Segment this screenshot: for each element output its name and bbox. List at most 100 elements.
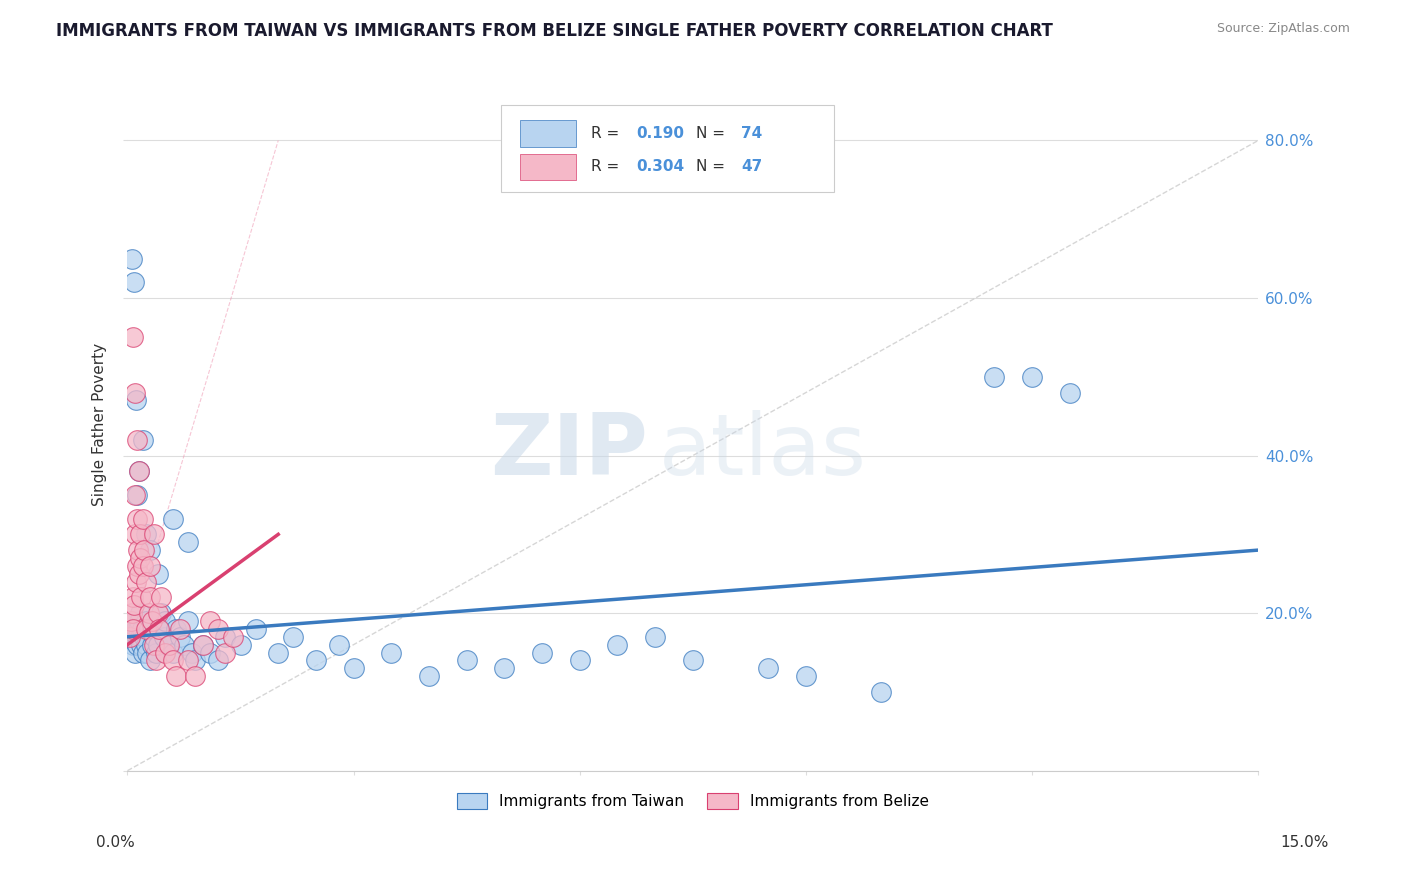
Point bbox=[142, 630, 165, 644]
Point bbox=[568, 653, 591, 667]
Point bbox=[128, 566, 150, 581]
Point bbox=[283, 630, 305, 644]
Bar bbox=[520, 153, 576, 180]
Point bbox=[145, 646, 167, 660]
Point bbox=[122, 330, 145, 344]
Text: 0.190: 0.190 bbox=[637, 126, 685, 141]
Point bbox=[456, 653, 478, 667]
Point bbox=[124, 488, 146, 502]
Point bbox=[191, 638, 214, 652]
Point bbox=[122, 638, 145, 652]
Point bbox=[184, 653, 207, 667]
Point bbox=[121, 622, 143, 636]
Point bbox=[177, 535, 200, 549]
Point bbox=[122, 275, 145, 289]
Point bbox=[180, 646, 202, 660]
Point bbox=[131, 511, 153, 525]
Point bbox=[141, 614, 163, 628]
Point bbox=[131, 622, 153, 636]
Point bbox=[125, 574, 148, 589]
Point bbox=[120, 630, 142, 644]
Text: 74: 74 bbox=[741, 126, 762, 141]
Point bbox=[124, 527, 146, 541]
Point bbox=[128, 527, 150, 541]
Point bbox=[122, 614, 145, 628]
Point bbox=[531, 646, 554, 660]
Point bbox=[142, 527, 165, 541]
Point bbox=[122, 599, 145, 613]
Point bbox=[207, 622, 229, 636]
Point bbox=[121, 606, 143, 620]
Point bbox=[148, 622, 170, 636]
Point bbox=[138, 622, 160, 636]
Point bbox=[169, 622, 191, 636]
Point bbox=[169, 630, 191, 644]
Point bbox=[177, 614, 200, 628]
Point bbox=[120, 614, 142, 628]
Point bbox=[153, 646, 176, 660]
Point bbox=[132, 543, 155, 558]
Point bbox=[131, 646, 153, 660]
Point bbox=[214, 646, 236, 660]
Point bbox=[343, 661, 366, 675]
Point bbox=[1059, 385, 1081, 400]
Point bbox=[267, 646, 290, 660]
Text: IMMIGRANTS FROM TAIWAN VS IMMIGRANTS FROM BELIZE SINGLE FATHER POVERTY CORRELATI: IMMIGRANTS FROM TAIWAN VS IMMIGRANTS FRO… bbox=[56, 22, 1053, 40]
Point bbox=[127, 558, 149, 573]
Text: 15.0%: 15.0% bbox=[1281, 836, 1329, 850]
FancyBboxPatch shape bbox=[501, 105, 834, 192]
Point bbox=[125, 630, 148, 644]
Point bbox=[870, 685, 893, 699]
Point bbox=[138, 606, 160, 620]
Point bbox=[157, 638, 180, 652]
Point bbox=[214, 630, 236, 644]
Text: atlas: atlas bbox=[659, 410, 868, 493]
Point bbox=[200, 614, 222, 628]
Text: R =: R = bbox=[591, 160, 624, 174]
Point bbox=[125, 393, 148, 408]
Point bbox=[131, 433, 153, 447]
Text: 0.0%: 0.0% bbox=[96, 836, 135, 850]
Point bbox=[380, 646, 402, 660]
Point bbox=[125, 433, 148, 447]
Point bbox=[139, 653, 162, 667]
Point bbox=[139, 558, 162, 573]
Point bbox=[166, 669, 188, 683]
Point bbox=[494, 661, 516, 675]
Point bbox=[129, 551, 152, 566]
Text: 0.304: 0.304 bbox=[637, 160, 685, 174]
Point bbox=[129, 606, 152, 620]
Text: N =: N = bbox=[696, 160, 730, 174]
Point bbox=[142, 638, 165, 652]
Text: 47: 47 bbox=[741, 160, 762, 174]
Point bbox=[146, 566, 169, 581]
Y-axis label: Single Father Poverty: Single Father Poverty bbox=[93, 343, 107, 506]
Point bbox=[166, 622, 188, 636]
Point bbox=[128, 464, 150, 478]
Point bbox=[644, 630, 666, 644]
Point bbox=[122, 591, 145, 605]
Point bbox=[135, 527, 157, 541]
Point bbox=[983, 369, 1005, 384]
Point bbox=[127, 622, 149, 636]
Point bbox=[121, 252, 143, 266]
Point bbox=[162, 646, 184, 660]
Point bbox=[128, 630, 150, 644]
Point bbox=[141, 638, 163, 652]
Point bbox=[1021, 369, 1043, 384]
Text: N =: N = bbox=[696, 126, 730, 141]
Point bbox=[146, 606, 169, 620]
Point bbox=[184, 669, 207, 683]
Point bbox=[128, 464, 150, 478]
Point bbox=[125, 511, 148, 525]
Point bbox=[222, 630, 245, 644]
Point bbox=[157, 638, 180, 652]
Text: Source: ZipAtlas.com: Source: ZipAtlas.com bbox=[1216, 22, 1350, 36]
Point bbox=[152, 630, 174, 644]
Point bbox=[177, 653, 200, 667]
Point bbox=[756, 661, 779, 675]
Point bbox=[207, 653, 229, 667]
Point bbox=[162, 653, 184, 667]
Legend: Immigrants from Taiwan, Immigrants from Belize: Immigrants from Taiwan, Immigrants from … bbox=[450, 787, 935, 815]
Point bbox=[418, 669, 440, 683]
